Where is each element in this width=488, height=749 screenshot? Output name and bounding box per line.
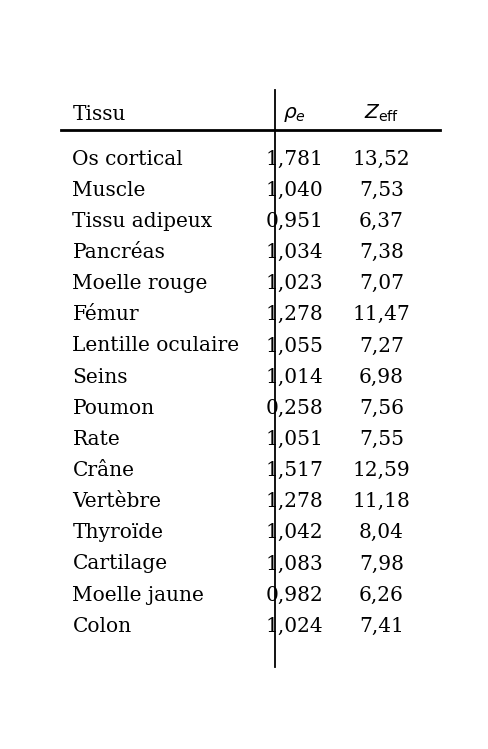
Text: 6,26: 6,26: [358, 586, 403, 604]
Text: Moelle rouge: Moelle rouge: [72, 274, 207, 293]
Text: 1,040: 1,040: [265, 181, 323, 200]
Text: 1,051: 1,051: [264, 430, 323, 449]
Text: Cartilage: Cartilage: [72, 554, 167, 574]
Text: 7,07: 7,07: [358, 274, 403, 293]
Text: $Z_{\mathrm{eff}}$: $Z_{\mathrm{eff}}$: [363, 103, 398, 124]
Text: Poumon: Poumon: [72, 398, 154, 418]
Text: 7,27: 7,27: [358, 336, 403, 356]
Text: 1,014: 1,014: [265, 368, 323, 386]
Text: 11,18: 11,18: [352, 492, 409, 511]
Text: 12,59: 12,59: [352, 461, 409, 480]
Text: 1,083: 1,083: [265, 554, 323, 574]
Text: 8,04: 8,04: [358, 524, 403, 542]
Text: 1,278: 1,278: [265, 306, 323, 324]
Text: Lentille oculaire: Lentille oculaire: [72, 336, 239, 356]
Text: 7,41: 7,41: [358, 616, 403, 636]
Text: Moelle jaune: Moelle jaune: [72, 586, 204, 604]
Text: Thyroïde: Thyroïde: [72, 524, 163, 542]
Text: Seins: Seins: [72, 368, 128, 386]
Text: 0,982: 0,982: [265, 586, 323, 604]
Text: Pancréas: Pancréas: [72, 243, 165, 262]
Text: 7,98: 7,98: [358, 554, 403, 574]
Text: 11,47: 11,47: [352, 306, 409, 324]
Text: 7,53: 7,53: [358, 181, 403, 200]
Text: 13,52: 13,52: [352, 150, 409, 169]
Text: Os cortical: Os cortical: [72, 150, 183, 169]
Text: Tissu: Tissu: [72, 105, 125, 124]
Text: 1,023: 1,023: [265, 274, 323, 293]
Text: Crâne: Crâne: [72, 461, 134, 480]
Text: 7,38: 7,38: [358, 243, 403, 262]
Text: 7,56: 7,56: [358, 398, 403, 418]
Text: Muscle: Muscle: [72, 181, 145, 200]
Text: 1,034: 1,034: [265, 243, 323, 262]
Text: 1,517: 1,517: [264, 461, 323, 480]
Text: 1,042: 1,042: [265, 524, 323, 542]
Text: Vertèbre: Vertèbre: [72, 492, 161, 511]
Text: 0,258: 0,258: [265, 398, 323, 418]
Text: 6,37: 6,37: [358, 212, 403, 231]
Text: 7,55: 7,55: [358, 430, 403, 449]
Text: 6,98: 6,98: [358, 368, 403, 386]
Text: 1,024: 1,024: [265, 616, 323, 636]
Text: Tissu adipeux: Tissu adipeux: [72, 212, 212, 231]
Text: 1,278: 1,278: [265, 492, 323, 511]
Text: $\rho_e$: $\rho_e$: [282, 105, 305, 124]
Text: 1,781: 1,781: [264, 150, 323, 169]
Text: Colon: Colon: [72, 616, 131, 636]
Text: Rate: Rate: [72, 430, 120, 449]
Text: 0,951: 0,951: [264, 212, 323, 231]
Text: 1,055: 1,055: [264, 336, 323, 356]
Text: Fémur: Fémur: [72, 306, 139, 324]
